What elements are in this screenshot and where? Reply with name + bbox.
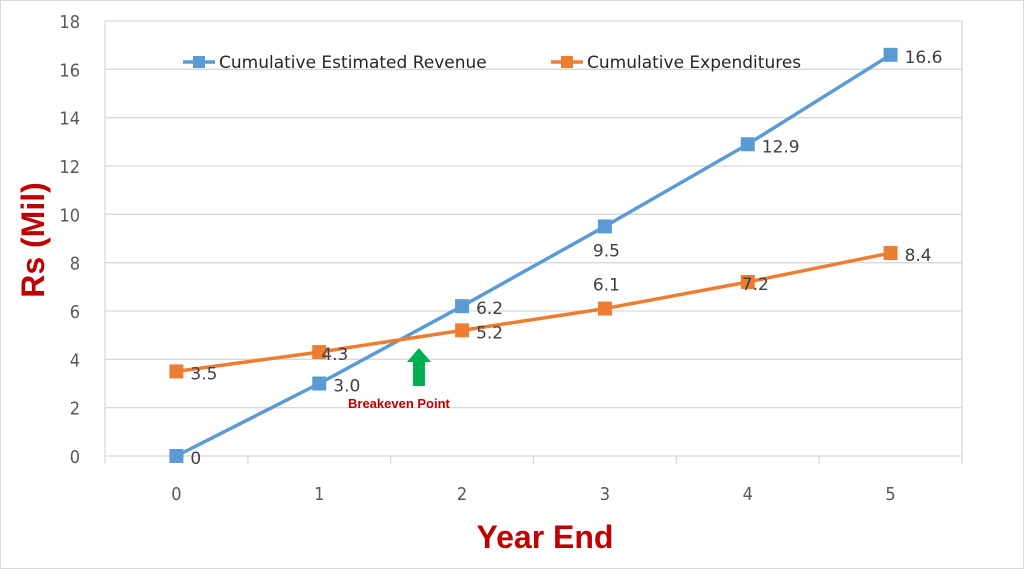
y-tick-label: 0 bbox=[70, 447, 80, 468]
annotation: Breakeven Point bbox=[348, 348, 451, 411]
data-marker bbox=[312, 376, 327, 391]
y-tick-label: 4 bbox=[70, 350, 80, 371]
x-tick-label: 3 bbox=[600, 484, 610, 505]
data-marker bbox=[597, 301, 612, 316]
data-marker bbox=[169, 364, 184, 379]
data-label: 16.6 bbox=[905, 48, 943, 68]
breakeven-label: Breakeven Point bbox=[348, 396, 451, 411]
data-marker bbox=[312, 345, 327, 360]
series-group bbox=[169, 47, 898, 463]
data-label: 4.3 bbox=[321, 345, 348, 365]
x-tick-label: 5 bbox=[885, 484, 895, 505]
series-line-expenditures bbox=[176, 251, 891, 374]
data-label: 3.5 bbox=[190, 364, 217, 384]
data-label: 12.9 bbox=[762, 137, 800, 157]
data-label: 8.4 bbox=[905, 246, 932, 266]
y-tick-label: 12 bbox=[59, 157, 80, 178]
legend-entry: Cumulative Estimated Revenue bbox=[219, 53, 487, 73]
gridlines bbox=[104, 20, 963, 457]
up-arrow-icon bbox=[406, 348, 431, 386]
y-tick-label: 2 bbox=[70, 399, 80, 420]
series-line-revenue bbox=[175, 53, 892, 458]
data-label: 3.0 bbox=[333, 377, 360, 397]
x-tick-label: 2 bbox=[457, 484, 467, 505]
data-label: 6.2 bbox=[476, 299, 503, 319]
data-label: 6.1 bbox=[593, 276, 620, 296]
y-tick-label: 10 bbox=[59, 205, 80, 226]
data-marker bbox=[169, 449, 184, 463]
data-labels: 0 3.0 6.2 9.5 12.9 16.6 3.5 4.3 5.2 6.1 7.2 8.4 bbox=[190, 48, 942, 469]
y-tick-label: 16 bbox=[59, 60, 80, 81]
data-label: 5.2 bbox=[476, 323, 503, 343]
y-tick-label: 8 bbox=[70, 254, 80, 275]
legend-marker bbox=[561, 56, 573, 68]
data-label: 7.2 bbox=[742, 275, 769, 295]
data-marker bbox=[740, 137, 755, 152]
legend-entry: Cumulative Expenditures bbox=[587, 53, 801, 73]
data-marker bbox=[597, 219, 612, 234]
y-tick-label: 18 bbox=[59, 12, 80, 33]
data-label: 0 bbox=[190, 449, 201, 469]
data-marker bbox=[455, 323, 470, 338]
legend: Cumulative Estimated Revenue Cumulative E… bbox=[183, 53, 801, 73]
data-marker bbox=[883, 47, 898, 62]
y-tick-label: 14 bbox=[59, 109, 80, 130]
x-tick-label: 4 bbox=[743, 484, 753, 505]
y-axis-title: Rs (Mil) bbox=[15, 182, 51, 298]
legend-marker bbox=[193, 56, 205, 68]
data-marker bbox=[740, 275, 755, 289]
x-tick-label: 0 bbox=[171, 484, 181, 505]
data-marker bbox=[883, 246, 898, 260]
data-label: 9.5 bbox=[593, 241, 620, 261]
y-tick-label: 6 bbox=[70, 302, 80, 323]
x-tick-label: 1 bbox=[314, 484, 324, 505]
data-marker bbox=[455, 299, 470, 314]
x-axis-title: Year End bbox=[477, 519, 614, 555]
